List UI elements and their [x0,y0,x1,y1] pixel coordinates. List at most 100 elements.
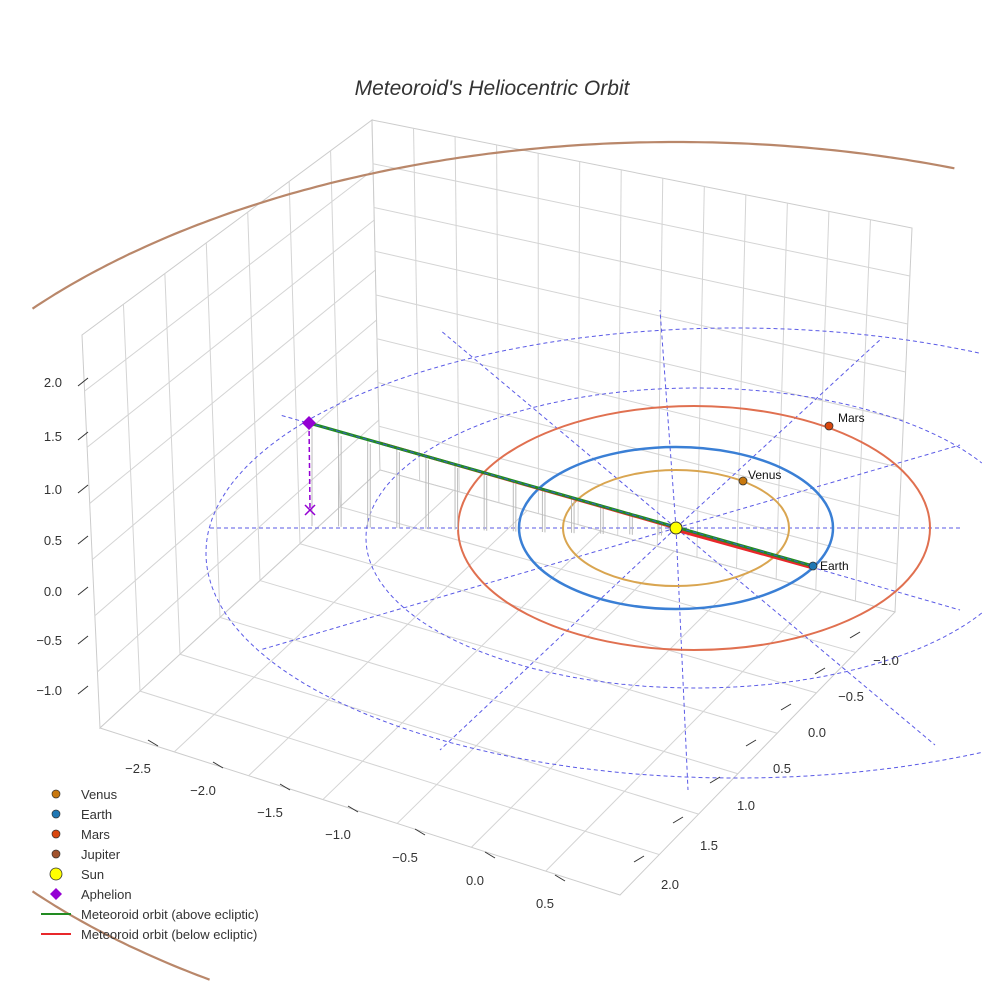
gridline [545,591,822,872]
gridline [378,425,898,565]
x-tick-mark [554,874,566,882]
venus-label: Venus [748,468,781,482]
z-tick-label: 1.5 [44,429,62,444]
legend-aphelion-icon [50,888,62,900]
gridline [179,653,699,815]
gridline [339,506,856,653]
legend-meteoroid-orbit-above-ecliptic-label: Meteoroid orbit (above ecliptic) [81,907,259,922]
gridline [374,250,906,373]
x-tick-label: −1.5 [257,805,283,820]
x-tick-mark [484,851,496,859]
chart-title: Meteoroid's Heliocentric Orbit [355,77,631,100]
gridline [205,242,221,618]
x-tick-label: −1.0 [325,827,351,842]
legend-aphelion-label: Aphelion [81,887,132,902]
z-tick-mark [77,685,89,695]
z-tick-mark [77,377,89,387]
gridline [219,616,739,775]
gridline [86,219,375,448]
y-tick-mark [672,816,684,824]
gridline [288,181,301,544]
axis-ticks: 2.0 1.5 1.0 0.5 0.0 −0.5 −1.0 −2.5 −2.0 −1.5 −1.0 −… [36,375,899,911]
gridline [322,530,602,800]
gridline [259,580,778,734]
gridline [84,169,374,392]
y-tick-label: −1.0 [873,653,899,668]
meteoroid-orbit [304,421,814,570]
z-tick-mark [77,586,89,596]
radial-reference-line [675,444,961,529]
floor [99,469,896,896]
sun-marker [669,521,683,535]
y-tick-label: 0.5 [773,761,791,776]
earth-orbit [517,445,835,611]
venus-marker [738,476,748,486]
z-tick-mark [77,484,89,494]
y-tick-label: 0.0 [808,725,826,740]
x-tick-label: −2.0 [190,783,216,798]
gridline [164,273,181,655]
x-tick-label: 0.0 [466,873,484,888]
gridline [97,419,380,673]
y-tick-label: 1.5 [700,838,718,853]
y-tick-mark [780,703,792,711]
legend-earth-icon [51,809,61,819]
gridline [248,510,528,777]
legend-sun-icon [49,867,63,881]
gridline [139,690,660,856]
radial-reference-line [659,309,677,529]
legend-venus-label: Venus [81,787,118,802]
mars-label: Mars [838,411,865,425]
y-tick-label: −0.5 [838,689,864,704]
z-tick-mark [77,431,89,441]
z-tick-label: −1.0 [36,683,62,698]
radial-reference-line [439,527,677,751]
legend-sun-label: Sun [81,867,104,882]
legend-jupiter-icon [51,849,61,859]
x-tick-label: −2.5 [125,761,151,776]
y-tick-label: 1.0 [737,798,755,813]
reference-circle [205,327,981,779]
x-tick-mark [347,805,359,813]
legend-venus-icon [51,789,61,799]
bodies: Venus Earth Mars [302,411,865,573]
y-tick-mark [709,776,721,784]
legend-mars-label: Mars [81,827,110,842]
venus-orbit [562,469,790,587]
grid [81,119,913,896]
z-tick-label: 1.0 [44,482,62,497]
x-tick-mark [147,739,159,747]
z-tick-label: 0.5 [44,533,62,548]
gridline [372,163,910,277]
y-tick-label: 2.0 [661,877,679,892]
z-tick-mark [77,635,89,645]
mars-marker [824,421,834,431]
gridline [91,319,377,560]
radial-reference-line [259,527,677,651]
legend-jupiter-label: Jupiter [81,847,121,862]
x-tick-label: 0.5 [536,896,554,911]
earth-label: Earth [820,559,849,573]
x-tick-mark [414,828,426,836]
gridline [94,369,379,617]
legend-earth-label: Earth [81,807,112,822]
legend-mars-icon [51,829,61,839]
y-tick-mark [745,739,757,747]
x-tick-mark [279,783,291,791]
gridline [376,338,902,469]
y-tick-mark [633,855,645,863]
legend[interactable]: Venus Earth Mars Jupiter Sun Aphelion Meteoroi… [41,787,259,942]
gridline [89,269,376,504]
gridline [299,543,817,694]
x-tick-mark [212,761,224,769]
gridline [247,212,261,581]
z-tick-label: 0.0 [44,584,62,599]
jupiter-orbit [31,140,955,981]
aphelion-projection-x-icon [304,504,316,516]
z-tick-label: −0.5 [36,633,62,648]
gridline [471,571,749,848]
radial-reference-line [675,527,689,791]
orbit-below-ecliptic [675,528,814,570]
